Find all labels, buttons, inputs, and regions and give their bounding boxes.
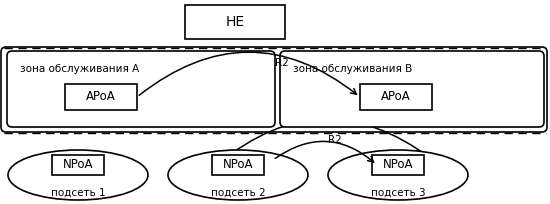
- Text: NPoA: NPoA: [223, 159, 253, 172]
- Text: NPoA: NPoA: [383, 159, 413, 172]
- Text: R2: R2: [275, 58, 289, 68]
- Text: подсеть 2: подсеть 2: [211, 188, 265, 198]
- Text: подсеть 3: подсеть 3: [371, 188, 425, 198]
- FancyBboxPatch shape: [1, 47, 547, 132]
- Text: NPoA: NPoA: [63, 159, 94, 172]
- Text: APoA: APoA: [86, 91, 116, 103]
- FancyBboxPatch shape: [280, 51, 544, 127]
- Text: R2: R2: [328, 135, 342, 145]
- FancyBboxPatch shape: [372, 155, 424, 175]
- Ellipse shape: [168, 150, 308, 200]
- FancyBboxPatch shape: [360, 84, 432, 110]
- Text: APoA: APoA: [381, 91, 411, 103]
- Ellipse shape: [8, 150, 148, 200]
- Text: НЕ: НЕ: [226, 15, 245, 29]
- Text: зона обслуживания В: зона обслуживания В: [293, 64, 412, 74]
- Text: подсеть 1: подсеть 1: [51, 188, 105, 198]
- FancyBboxPatch shape: [65, 84, 137, 110]
- Text: зона обслуживания А: зона обслуживания А: [20, 64, 139, 74]
- FancyBboxPatch shape: [185, 5, 285, 39]
- FancyBboxPatch shape: [7, 51, 275, 127]
- FancyBboxPatch shape: [212, 155, 264, 175]
- FancyBboxPatch shape: [52, 155, 104, 175]
- Ellipse shape: [328, 150, 468, 200]
